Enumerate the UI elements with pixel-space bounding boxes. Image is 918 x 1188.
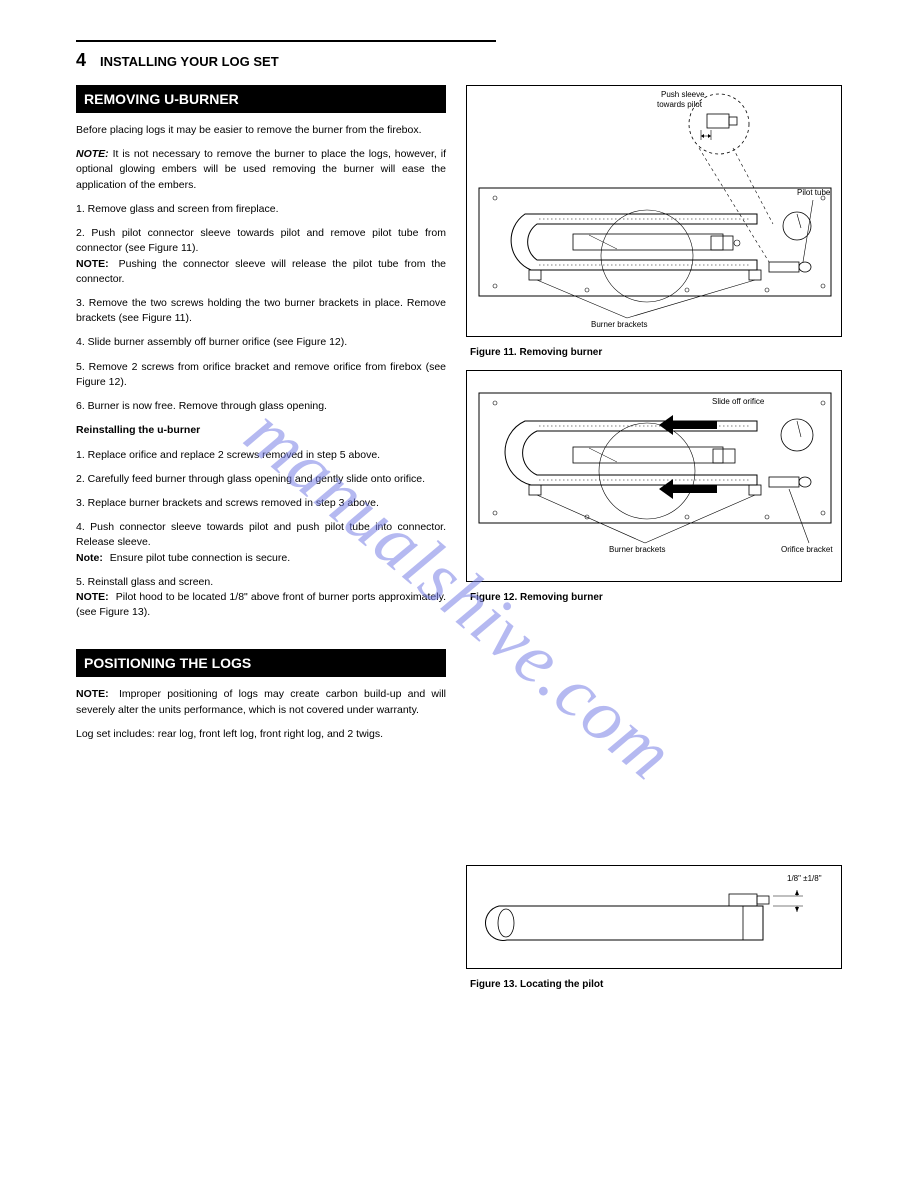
note-tag: NOTE: [76, 591, 109, 603]
section-bar-remove: REMOVING U-BURNER [76, 85, 446, 113]
para-note1: NOTE: It is not necessary to remove the … [76, 147, 446, 193]
fig11-label-pushsleeve2: towards pilot [657, 100, 702, 109]
rstep-5: 5. Reinstall glass and screen. NOTE: Pil… [76, 575, 446, 621]
pos-note-text: Improper positioning of logs may create … [76, 688, 446, 715]
fig13-label-dim: 1/8" ±1/8" [787, 874, 822, 883]
columns: REMOVING U-BURNER Before placing logs it… [76, 85, 842, 1002]
rstep-1: 1. Replace orifice and replace 2 screws … [76, 448, 446, 463]
reinstall-heading: Reinstalling the u-burner [76, 423, 446, 438]
header-row: 4 INSTALLING YOUR LOG SET [76, 50, 842, 71]
figure-11-svg [467, 86, 843, 338]
step-2-note: Pushing the connector sleeve will releas… [76, 258, 446, 285]
figure-11: Push sleeve towards pilot Pilot tube Bur… [466, 85, 842, 337]
rstep-3: 3. Replace burner brackets and screws re… [76, 496, 446, 511]
fig11-label-brackets: Burner brackets [591, 320, 647, 329]
rstep-4: 4. Push connector sleeve towards pilot a… [76, 520, 446, 566]
figure-12: Slide off orifice Burner brackets Orific… [466, 370, 842, 582]
step-4: 4. Slide burner assembly off burner orif… [76, 335, 446, 350]
fig11-label-pushsleeve1: Push sleeve [661, 90, 705, 99]
col-right: Push sleeve towards pilot Pilot tube Bur… [466, 85, 842, 1002]
page: 4 INSTALLING YOUR LOG SET REMOVING U-BUR… [76, 40, 842, 1002]
fig13-caption: Figure 13. Locating the pilot [470, 979, 842, 990]
step-3: 3. Remove the two screws holding the two… [76, 296, 446, 326]
header-title: INSTALLING YOUR LOG SET [100, 54, 279, 69]
rstep-2: 2. Carefully feed burner through glass o… [76, 472, 446, 487]
step-5: 5. Remove 2 screws from orifice bracket … [76, 360, 446, 390]
col-left: REMOVING U-BURNER Before placing logs it… [76, 85, 446, 1002]
step-6: 6. Burner is now free. Remove through gl… [76, 399, 446, 414]
fig12-label-orifice: Orifice bracket [781, 545, 833, 554]
rstep-5-text: 5. Reinstall glass and screen. [76, 576, 213, 588]
pos-p2: Log set includes: rear log, front left l… [76, 727, 446, 742]
note-tag: Note: [76, 552, 103, 564]
step-2-text: 2. Push pilot connector sleeve towards p… [76, 227, 446, 254]
step-1: 1. Remove glass and screen from fireplac… [76, 202, 446, 217]
fig11-caption: Figure 11. Removing burner [470, 347, 842, 358]
page-number: 4 [76, 50, 86, 71]
fig12-label-slideoff: Slide off orifice [712, 397, 764, 406]
note-text: It is not necessary to remove the burner… [76, 148, 446, 190]
figure-13: 1/8" ±1/8" [466, 865, 842, 969]
note-tag: NOTE: [76, 148, 109, 160]
pos-note: NOTE: Improper positioning of logs may c… [76, 687, 446, 717]
note-tag: NOTE: [76, 258, 109, 270]
note-tag: NOTE: [76, 688, 109, 700]
fig11-label-pilot: Pilot tube [797, 188, 830, 197]
fig12-label-brackets: Burner brackets [609, 545, 665, 554]
rstep-4-note: Ensure pilot tube connection is secure. [110, 552, 290, 564]
section-bar-positioning: POSITIONING THE LOGS [76, 649, 446, 677]
rstep-5-note: Pilot hood to be located 1/8" above fron… [76, 591, 446, 618]
fig12-caption: Figure 12. Removing burner [470, 592, 842, 603]
rstep-4-text: 4. Push connector sleeve towards pilot a… [76, 521, 446, 548]
step-2: 2. Push pilot connector sleeve towards p… [76, 226, 446, 287]
header-rule [76, 40, 496, 42]
para-intro: Before placing logs it may be easier to … [76, 123, 446, 138]
